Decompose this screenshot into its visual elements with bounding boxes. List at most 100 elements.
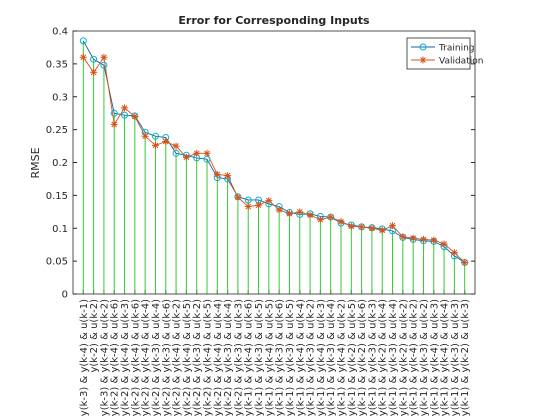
x-tick-label: y(k-1) & y(k-2) & u(k-3): [460, 299, 471, 416]
chart-title: Error for Corresponding Inputs: [178, 14, 370, 27]
x-tick-label: y(k-1) & y(k-3) & u(k-5): [254, 299, 265, 416]
legend-label: Training: [438, 44, 475, 54]
x-tick-label: y(k-2) & y(k-4) & u(k-6): [110, 299, 121, 416]
legend-marker: [419, 56, 427, 64]
x-tick-label: y(k-1) & y(k-4) & u(k-3): [429, 299, 440, 416]
x-tick-label: y(k-2) & u(k-2): [89, 299, 100, 373]
y-tick-label: 0.4: [52, 27, 68, 38]
x-tick-label: y(k-1) & y(k-4) & u(k-6): [244, 299, 255, 416]
x-tick-label: y(k-1) & y(k-4) & u(k-2): [337, 299, 348, 416]
marker: [151, 132, 159, 140]
marker: [100, 53, 108, 61]
marker: [203, 149, 211, 157]
x-tick-label: y(k-1) & y(k-3) & u(k-4): [388, 299, 399, 416]
marker: [121, 111, 129, 119]
y-tick-label: 0.2: [52, 158, 68, 169]
marker: [368, 224, 376, 232]
marker: [224, 172, 232, 180]
marker: [389, 222, 397, 230]
x-tick-label: y(k-1) & y(k-2) & u(k-2): [398, 299, 409, 416]
x-tick-label: y(k-2) & y(k-4) & u(k-5): [203, 299, 214, 416]
marker: [90, 68, 98, 76]
x-tick-label: y(k-1) & y(k-3) & u(k-3): [450, 299, 461, 416]
x-tick-label: y(k-1) & y(k-4) & u(k-4): [440, 299, 451, 416]
marker: [151, 141, 159, 149]
x-tick-label: y(k-2) & y(k-3) & u(k-4): [151, 299, 162, 416]
y-tick-label: 0.25: [46, 125, 68, 136]
marker: [172, 142, 180, 150]
x-tick-label: y(k-1) & y(k-3) & u(k-6): [275, 299, 286, 416]
y-tick-label: 0.15: [46, 191, 68, 202]
x-tick-label: y(k-2) & y(k-4) & u(k-6): [130, 299, 141, 416]
marker: [234, 193, 242, 201]
x-tick-label: y(k-1) & y(k-4) & u(k-3): [316, 299, 327, 416]
x-tick-label: y(k-1) & y(k-3) & u(k-4): [326, 299, 337, 416]
x-tick-label: y(k-1) & y(k-3) & u(k-2): [419, 299, 430, 416]
legend-marker: [419, 43, 427, 51]
x-tick-label: y(k-2) & y(k-4) & u(k-4): [213, 299, 224, 416]
x-tick-label: y(k-3) & y(k-4) & u(k-2): [99, 299, 110, 416]
marker: [306, 211, 314, 219]
marker: [244, 203, 252, 211]
marker: [337, 218, 345, 226]
x-tick-label: y(k-3) & y(k-4) & u(k-1): [79, 299, 90, 416]
x-tick-label: y(k-2) & y(k-3) & u(k-4): [223, 299, 234, 416]
x-tick-label: y(k-1) & y(k-4) & u(k-5): [264, 299, 275, 416]
marker: [316, 216, 324, 224]
marker: [296, 208, 304, 216]
marker: [213, 170, 221, 178]
marker: [182, 153, 190, 161]
x-tick-label: y(k-1) & y(k-3) & u(k-5): [285, 299, 296, 416]
y-tick-label: 0.05: [46, 257, 68, 268]
marker: [378, 226, 386, 234]
marker: [430, 236, 438, 244]
x-tick-label: y(k-2) & y(k-3) & u(k-6): [161, 299, 172, 416]
marker: [285, 210, 293, 218]
y-tick-label: 0: [62, 290, 68, 301]
legend-box: [406, 37, 471, 70]
marker: [79, 53, 87, 61]
marker: [409, 234, 417, 242]
legend-label: Validation: [439, 57, 483, 67]
x-tick-label: y(k-2) & y(k-3) & u(k-3): [233, 299, 244, 416]
x-tick-label: y(k-1) & y(k-2) & u(k-5): [347, 299, 358, 416]
marker: [131, 112, 139, 120]
x-tick-label: y(k-2) & y(k-3) & u(k-2): [192, 299, 203, 416]
marker: [275, 206, 283, 214]
marker: [440, 240, 448, 248]
marker: [255, 201, 263, 209]
marker: [100, 61, 108, 69]
marker: [110, 120, 118, 128]
x-tick-label: y(k-2) & y(k-4) & u(k-4): [141, 299, 152, 416]
x-tick-label: y(k-1) & y(k-3) & u(k-3): [367, 299, 378, 416]
y-tick-label: 0.1: [52, 224, 68, 235]
marker: [265, 197, 273, 205]
x-tick-label: y(k-1) & y(k-2) & u(k-4): [378, 299, 389, 416]
x-tick-label: y(k-1) & y(k-4) & u(k-2): [409, 299, 420, 416]
marker: [121, 104, 129, 112]
axes-box: [72, 30, 476, 295]
marker: [327, 213, 335, 221]
x-tick-label: y(k-2) & y(k-4) & u(k-3): [120, 299, 131, 416]
marker: [110, 109, 118, 117]
marker: [419, 235, 427, 243]
x-tick-label: y(k-1) & y(k-2) & u(k-6): [357, 299, 368, 416]
y-axis-label: RMSE: [29, 147, 42, 178]
marker: [399, 233, 407, 241]
x-tick-label: y(k-1) & y(k-3) & u(k-2): [306, 299, 317, 416]
marker: [358, 223, 366, 231]
marker: [162, 137, 170, 145]
y-tick-label: 0.35: [46, 59, 68, 70]
x-tick-label: y(k-2) & y(k-4) & u(k-5): [182, 299, 193, 416]
marker: [193, 149, 201, 157]
marker: [141, 132, 149, 140]
x-tick-label: y(k-2) & y(k-4) & u(k-2): [172, 299, 183, 416]
marker: [90, 55, 98, 63]
y-tick-label: 0.3: [52, 92, 68, 103]
marker: [347, 222, 355, 230]
marker: [450, 249, 458, 257]
x-tick-label: y(k-1) & y(k-4) & u(k-4): [295, 299, 306, 416]
marker: [461, 258, 469, 266]
